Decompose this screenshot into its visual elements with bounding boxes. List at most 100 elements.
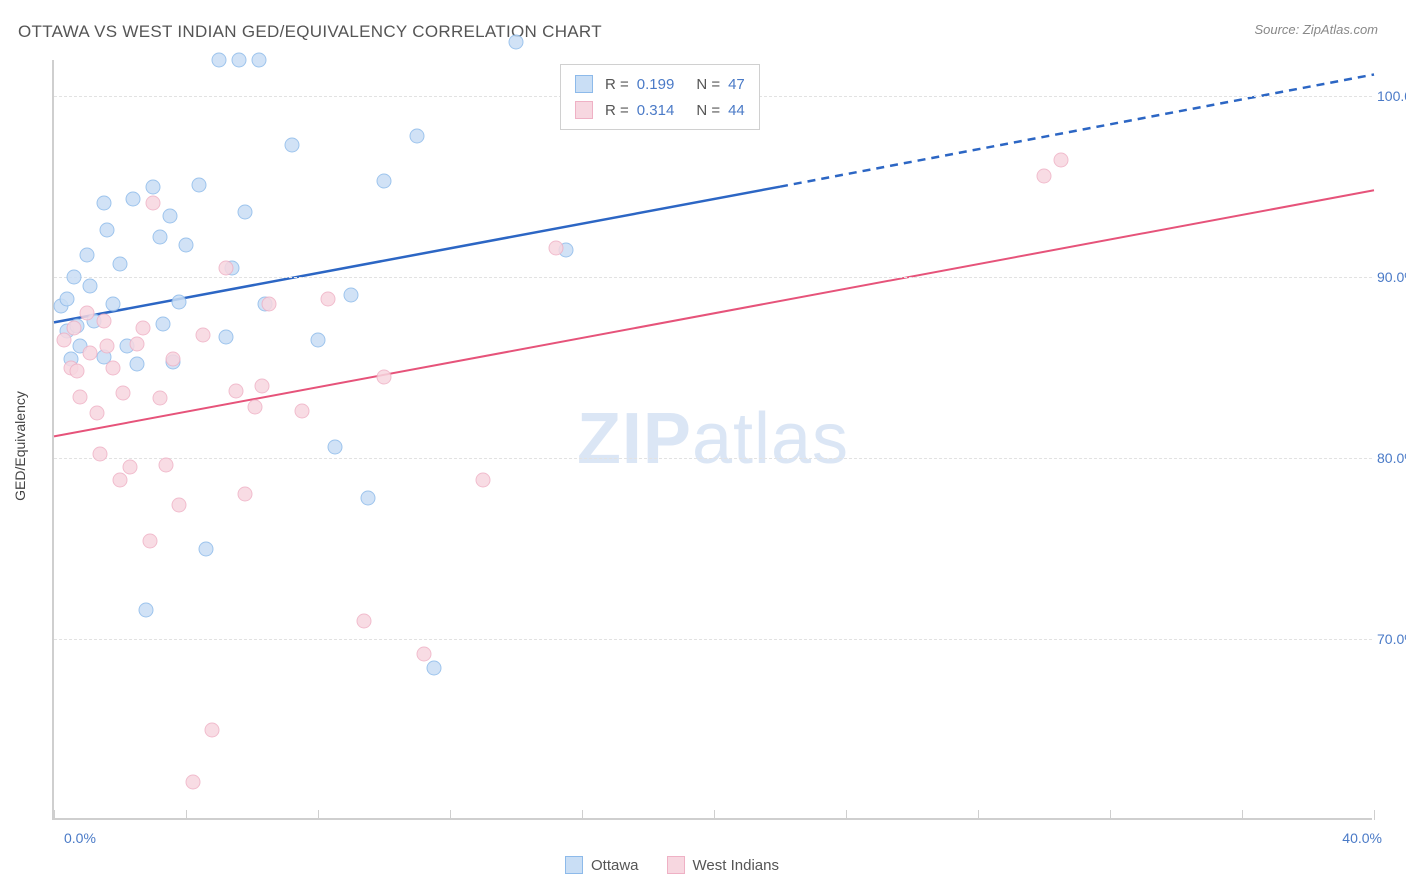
data-point [1037,168,1052,183]
data-point [113,472,128,487]
data-point [146,195,161,210]
data-point [159,458,174,473]
x-tick [318,810,319,820]
data-point [476,472,491,487]
r-label: R = [605,102,629,119]
data-point [142,534,157,549]
data-point [155,317,170,332]
data-point [83,346,98,361]
data-point [126,192,141,207]
data-point [228,384,243,399]
gridline [54,458,1372,459]
data-point [284,138,299,153]
y-tick-label: 70.0% [1377,631,1406,647]
x-tick [450,810,451,820]
data-point [238,487,253,502]
r-value-westindians: 0.314 [637,102,675,119]
gridline [54,277,1372,278]
y-tick-label: 80.0% [1377,450,1406,466]
data-point [261,297,276,312]
data-point [152,230,167,245]
n-value-westindians: 44 [728,102,745,119]
data-point [80,248,95,263]
y-axis-label: GED/Equivalency [12,391,28,501]
data-point [1053,152,1068,167]
x-tick [714,810,715,820]
data-point [254,378,269,393]
data-point [218,261,233,276]
n-label: N = [696,102,720,119]
stats-legend: R = 0.199 N = 47 R = 0.314 N = 44 [560,64,760,130]
data-point [205,722,220,737]
trend-line [780,74,1374,186]
data-point [162,208,177,223]
data-point [509,34,524,49]
data-point [106,297,121,312]
data-point [93,447,108,462]
data-point [548,241,563,256]
data-point [99,338,114,353]
data-point [251,53,266,68]
stats-row-westindians: R = 0.314 N = 44 [575,97,745,123]
data-point [96,313,111,328]
chart-container: OTTAWA VS WEST INDIAN GED/EQUIVALENCY CO… [0,0,1406,892]
source-credit: Source: ZipAtlas.com [1254,22,1378,37]
x-tick [1374,810,1375,820]
y-tick-label: 90.0% [1377,269,1406,285]
n-label: N = [696,76,720,93]
data-point [106,360,121,375]
data-point [165,351,180,366]
data-point [89,405,104,420]
swatch-ottawa [575,75,593,93]
data-point [218,329,233,344]
data-point [172,295,187,310]
data-point [172,498,187,513]
data-point [116,385,131,400]
data-point [344,288,359,303]
gridline [54,639,1372,640]
data-point [56,333,71,348]
r-value-ottawa: 0.199 [637,76,675,93]
x-tick [54,810,55,820]
data-point [136,320,151,335]
data-point [357,613,372,628]
swatch-ottawa [565,856,583,874]
data-point [195,328,210,343]
data-point [377,174,392,189]
data-point [99,223,114,238]
x-tick-last: 40.0% [1342,830,1382,846]
r-label: R = [605,76,629,93]
data-point [129,357,144,372]
data-point [122,460,137,475]
data-point [238,205,253,220]
data-point [66,270,81,285]
data-point [311,333,326,348]
data-point [185,775,200,790]
legend-item-ottawa: Ottawa [565,856,639,874]
data-point [60,291,75,306]
data-point [426,661,441,676]
x-tick [846,810,847,820]
data-point [96,195,111,210]
trend-line [54,187,780,323]
legend-label-ottawa: Ottawa [591,857,639,874]
plot-area: ZIPatlas 0.0% 40.0% 70.0%80.0%90.0%100.0… [52,60,1372,820]
data-point [80,306,95,321]
data-point [360,490,375,505]
data-point [66,320,81,335]
legend-item-westindians: West Indians [667,856,779,874]
data-point [327,440,342,455]
data-point [129,337,144,352]
data-point [152,391,167,406]
x-tick-first: 0.0% [64,830,96,846]
x-tick [1242,810,1243,820]
data-point [139,603,154,618]
x-tick [186,810,187,820]
x-tick [978,810,979,820]
series-legend: Ottawa West Indians [565,856,779,874]
data-point [113,257,128,272]
legend-label-westindians: West Indians [693,857,779,874]
x-tick [1110,810,1111,820]
data-point [83,279,98,294]
data-point [179,237,194,252]
